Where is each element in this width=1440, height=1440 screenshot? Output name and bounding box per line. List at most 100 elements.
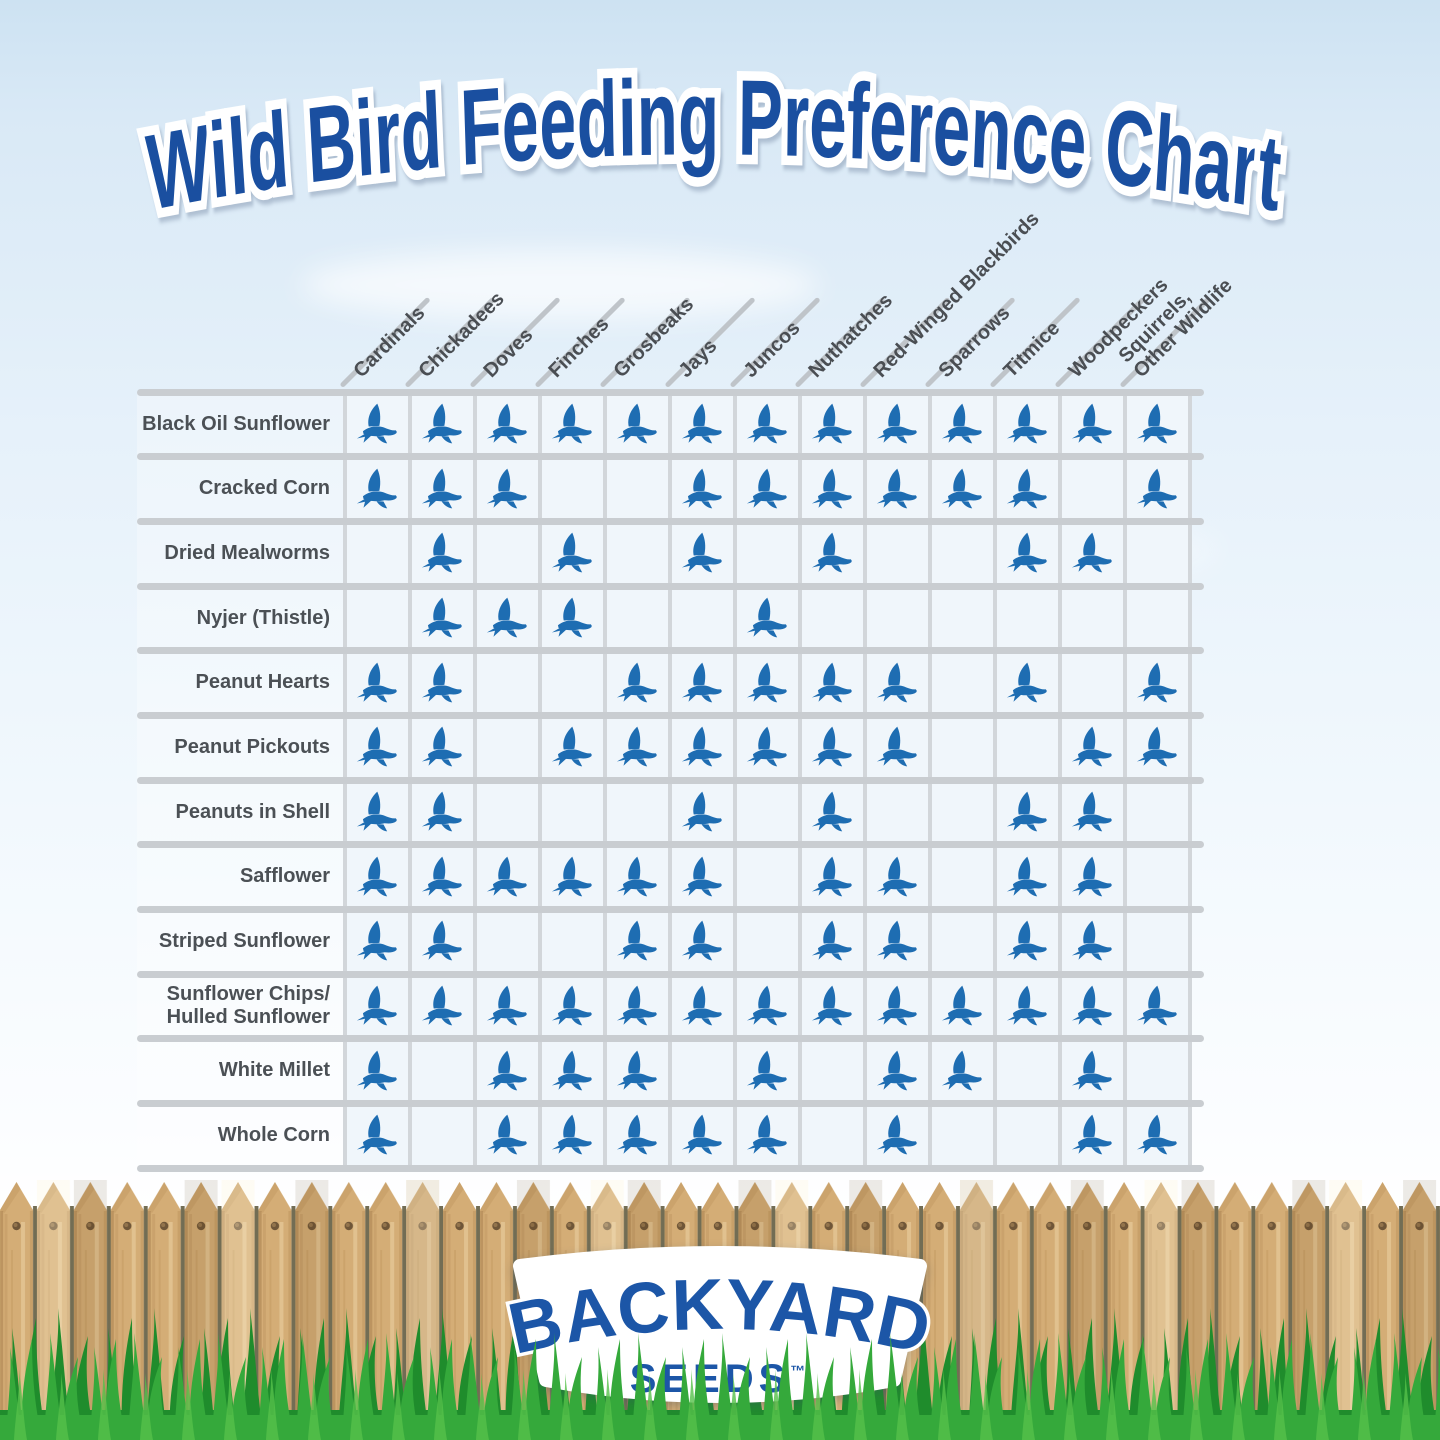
bird-icon [421, 789, 465, 835]
bird-icon [681, 401, 725, 447]
grid-cell-bird [681, 466, 725, 511]
grid-cell-bird [486, 401, 530, 447]
bird-icon [551, 1113, 595, 1158]
bird-icon [941, 401, 985, 447]
grid-cell-bird [421, 854, 465, 899]
bird-icon [1006, 531, 1050, 576]
grid-cell-bird [681, 983, 725, 1029]
grid-cell-bird [681, 660, 725, 705]
bird-icon [811, 725, 855, 770]
bird-icon [1006, 466, 1050, 511]
grid-cell-bird [1136, 983, 1180, 1029]
row-label: Peanuts in Shell [175, 800, 330, 823]
bird-icon [616, 725, 660, 770]
bird-icon [421, 466, 465, 511]
bird-icon [876, 725, 920, 770]
bird-icon [551, 854, 595, 899]
grid-hline [137, 905, 1204, 913]
bird-icon [811, 466, 855, 511]
grid-cell-bird [356, 466, 400, 511]
bird-icon [486, 983, 530, 1029]
bird-icon [1071, 725, 1115, 770]
grid-cell-bird [811, 919, 855, 964]
grid-cell-bird [746, 660, 790, 705]
bird-icon [356, 1048, 400, 1093]
bird-icon [486, 1048, 530, 1093]
grid-cell-bird [421, 531, 465, 576]
bird-icon [681, 531, 725, 576]
grid-cell-bird [486, 1113, 530, 1158]
grid-cell-bird [1006, 789, 1050, 835]
bird-icon [551, 983, 595, 1029]
bird-icon [356, 660, 400, 705]
grid-cell-bird [811, 725, 855, 770]
bird-icon [1071, 919, 1115, 964]
grid-cell-bird [1136, 466, 1180, 511]
grid-cell-bird [1006, 401, 1050, 447]
grid-cell-bird [356, 1048, 400, 1093]
grid-hline [137, 517, 1204, 525]
grid-cell-bird [421, 725, 465, 770]
bird-icon [551, 1048, 595, 1093]
bird-icon [1071, 789, 1115, 835]
bird-icon [746, 1113, 790, 1158]
grid-cell-bird [746, 1113, 790, 1158]
bird-icon [1136, 401, 1180, 447]
bird-icon [421, 595, 465, 641]
grid-hline [137, 1099, 1204, 1107]
bird-icon [746, 595, 790, 641]
column-header: Doves [479, 323, 538, 382]
bird-icon [356, 983, 400, 1029]
bird-icon [551, 725, 595, 770]
grid-cell-bird [1006, 660, 1050, 705]
grid-cell-bird [616, 854, 660, 899]
bird-icon [746, 466, 790, 511]
bird-icon [811, 789, 855, 835]
bird-icon [551, 595, 595, 641]
row-label: Whole Corn [217, 1124, 330, 1147]
bird-icon [681, 789, 725, 835]
bird-icon [1006, 660, 1050, 705]
row-label: Peanut Pickouts [174, 736, 330, 759]
grid-cell-bird [616, 919, 660, 964]
grid-cell-bird [421, 983, 465, 1029]
bird-icon [746, 725, 790, 770]
grid-cell-bird [356, 919, 400, 964]
bird-icon [421, 401, 465, 447]
bird-icon [616, 1048, 660, 1093]
bird-icon [876, 466, 920, 511]
grid-cell-bird [486, 466, 530, 511]
grid-cell-bird [876, 660, 920, 705]
grid-cell-bird [681, 1113, 725, 1158]
grid-cell-bird [356, 854, 400, 899]
bird-icon [876, 401, 920, 447]
bird-icon [486, 1113, 530, 1158]
bird-icon [616, 854, 660, 899]
grid-cell-bird [811, 466, 855, 511]
grid-cell-bird [421, 660, 465, 705]
grid-cell-bird [551, 854, 595, 899]
bird-icon [876, 983, 920, 1029]
grid-hline [137, 970, 1204, 978]
bird-icon [941, 466, 985, 511]
grid-cell-bird [551, 1113, 595, 1158]
grid-hline [137, 582, 1204, 590]
bird-icon [746, 983, 790, 1029]
grid-cell-bird [356, 983, 400, 1029]
grid-cell-bird [746, 595, 790, 641]
grid-cell-bird [356, 660, 400, 705]
grid-cell-bird [681, 725, 725, 770]
bird-icon [356, 789, 400, 835]
bird-icon [356, 1113, 400, 1158]
bird-icon [811, 854, 855, 899]
bird-icon [421, 919, 465, 964]
grid-cell-bird [551, 1048, 595, 1093]
bird-icon [1006, 789, 1050, 835]
grid-cell-bird [941, 466, 985, 511]
bird-icon [356, 854, 400, 899]
bird-icon [616, 983, 660, 1029]
bird-icon [356, 466, 400, 511]
grid-cell-bird [1071, 983, 1115, 1029]
